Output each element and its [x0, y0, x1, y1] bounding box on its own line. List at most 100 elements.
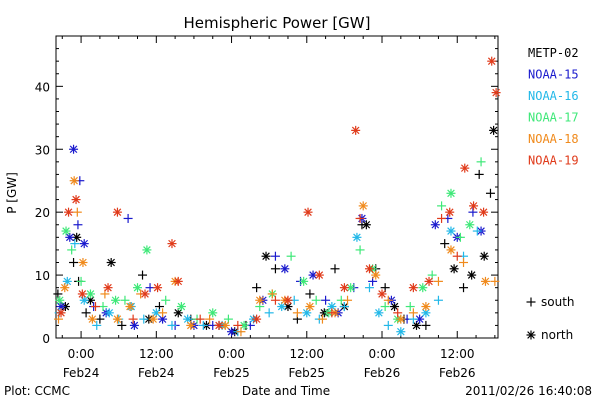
north-data-point [261, 251, 271, 261]
legend-north-marker-icon [526, 330, 536, 340]
north-data-point [103, 283, 113, 293]
south-data-point [81, 308, 91, 318]
south-data-point [161, 295, 171, 305]
north-data-point [467, 270, 477, 280]
south-data-point [138, 270, 148, 280]
legend-entry-noaa-19: NOAA-19 [528, 154, 579, 168]
south-data-point [468, 207, 478, 217]
south-data-point [252, 283, 262, 293]
north-data-point [78, 258, 88, 267]
legend-entry-noaa-18: NOAA-18 [528, 132, 579, 146]
north-data-point [129, 320, 139, 330]
south-data-point [327, 308, 337, 318]
north-data-point [214, 320, 224, 330]
north-data-point [358, 201, 368, 211]
north-data-point [183, 314, 193, 324]
south-data-point [455, 232, 465, 242]
south-data-point [311, 295, 321, 305]
south-data-point [437, 213, 447, 223]
x-tick-time-label: 0:00 [218, 347, 245, 361]
south-data-point [167, 320, 177, 330]
north-data-point [220, 320, 230, 330]
x-tick-time-label: 12:00 [139, 347, 174, 361]
south-data-point [67, 245, 77, 255]
south-data-point [383, 320, 393, 330]
axes: 0 10 20 30 40 0:00 Feb24 12:00 Feb24 0:00 Feb25 12:… [35, 35, 498, 380]
legend: METP-02 NOAA-15 NOAA-16 NOAA-17 NOAA-18 NOAA-… [526, 46, 579, 342]
south-data-point [452, 251, 462, 261]
legend-entry-noaa-15: NOAA-15 [528, 68, 579, 82]
series-noaa-17 [55, 157, 486, 330]
chart-title: Hemispheric Power [GW] [184, 14, 371, 32]
x-tick-time-label: 12:00 [440, 347, 475, 361]
north-data-point [418, 283, 428, 293]
south-data-point [317, 314, 327, 324]
north-data-point [148, 314, 158, 324]
north-data-point [408, 283, 418, 293]
north-data-point [176, 302, 186, 312]
legend-north-label: north [541, 328, 573, 342]
south-data-point [440, 239, 450, 249]
north-data-point [125, 302, 135, 312]
y-tick-label: 0 [42, 332, 50, 346]
north-data-point [77, 289, 87, 299]
north-data-point [65, 232, 75, 242]
footer-left: Plot: CCMC [4, 384, 70, 398]
legend-entry-noaa-16: NOAA-16 [528, 89, 579, 103]
plot-frame [55, 35, 499, 339]
south-data-point [330, 264, 340, 274]
north-data-point [112, 314, 122, 324]
south-data-point [92, 320, 102, 330]
north-data-point [55, 295, 65, 305]
south-data-point [270, 251, 280, 261]
north-data-point [339, 283, 349, 293]
north-data-point [446, 188, 456, 198]
x-axis-label: Date and Time [242, 384, 330, 398]
south-data-point [205, 314, 215, 324]
north-data-point [208, 308, 218, 318]
x-tick-time-label: 0:00 [68, 347, 95, 361]
south-data-point [139, 314, 149, 324]
south-data-point [459, 283, 469, 293]
north-data-point [377, 289, 387, 299]
data-points [53, 56, 501, 337]
y-tick-label: 20 [35, 206, 50, 220]
north-data-point [111, 295, 121, 305]
south-data-point [437, 201, 447, 211]
south-data-point [76, 276, 86, 286]
south-data-point [408, 308, 418, 318]
north-data-point [283, 295, 293, 305]
x-tick-date-label: Feb24 [138, 366, 175, 380]
north-data-point [396, 314, 406, 324]
south-data-point [286, 251, 296, 261]
north-data-point [239, 320, 249, 330]
north-data-point [280, 264, 290, 274]
x-tick-date-label: Feb24 [63, 366, 100, 380]
south-data-point [233, 320, 243, 330]
south-data-point [383, 295, 393, 305]
y-tick-label: 30 [35, 143, 50, 157]
south-data-point [128, 314, 138, 324]
south-data-point [421, 320, 431, 330]
x-tick-date-label: Feb25 [213, 366, 250, 380]
north-data-point [424, 276, 434, 286]
south-data-point [98, 302, 108, 312]
south-data-point [474, 169, 484, 179]
south-data-point [70, 239, 80, 249]
south-data-point [53, 289, 63, 299]
north-data-point [56, 308, 66, 318]
north-data-point [352, 232, 362, 242]
footer-right: 2011/02/26 16:40:08 [465, 384, 592, 398]
x-tick-date-label: Feb26 [439, 366, 476, 380]
south-data-point [339, 302, 349, 312]
north-data-point [69, 176, 79, 186]
south-data-point [343, 295, 353, 305]
north-data-point [374, 308, 384, 318]
x-tick-time-label: 0:00 [369, 347, 396, 361]
north-data-point [314, 270, 324, 280]
north-data-point [449, 264, 459, 274]
south-data-point [459, 258, 469, 267]
south-data-point [355, 245, 365, 255]
y-axis-label: P [GW] [5, 172, 19, 214]
